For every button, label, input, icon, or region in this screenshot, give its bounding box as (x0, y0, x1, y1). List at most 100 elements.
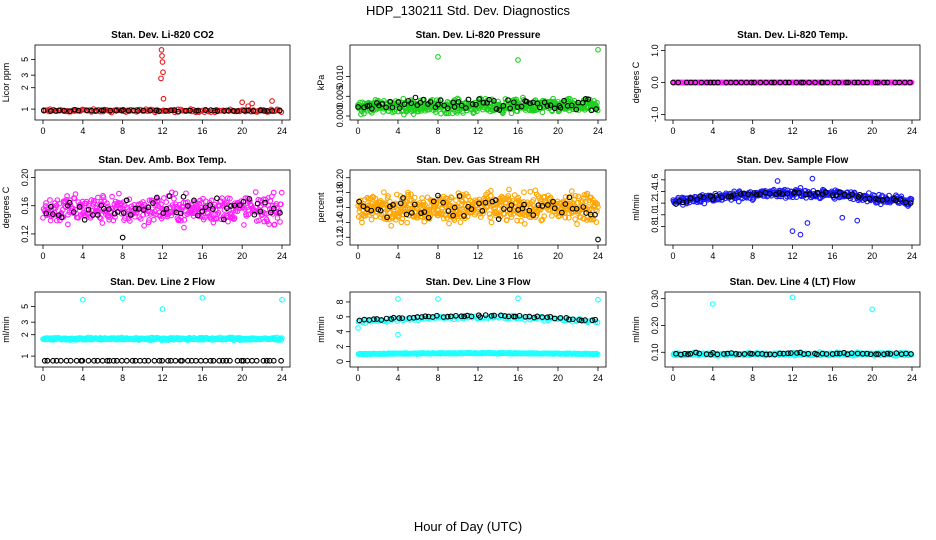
x-tick-label: 4 (710, 373, 715, 383)
data-point (372, 195, 379, 202)
x-tick-label: 8 (120, 251, 125, 261)
data-point (502, 313, 508, 319)
data-point (551, 315, 558, 322)
y-tick-label: 4 (335, 329, 345, 334)
data-point (109, 193, 115, 200)
y-tick-label: 0.12 (20, 225, 30, 243)
y-tick-label: 0.10 (650, 344, 660, 362)
data-point (714, 79, 721, 86)
data-point (257, 208, 264, 215)
y-axis-label: Licor ppm (1, 63, 11, 103)
data-point (896, 79, 903, 86)
data-point (582, 95, 589, 102)
data-point (398, 219, 405, 226)
data-point (408, 191, 414, 198)
data-point (271, 221, 278, 228)
outlier-point (515, 295, 521, 302)
data-point (399, 315, 406, 322)
data-point (814, 351, 820, 358)
data-point (749, 350, 755, 357)
y-tick-label: 6 (335, 314, 345, 319)
panel-3: Stan. Dev. Li-820 Temp. 0 4 8 12 16 20 24 -1.0 0.… (631, 30, 921, 136)
data-point (574, 221, 580, 227)
data-point (215, 210, 222, 216)
x-tick-label: 0 (40, 251, 45, 261)
data-point (583, 198, 589, 205)
data-point (228, 203, 234, 209)
data-point (420, 96, 427, 103)
data-point (397, 200, 404, 207)
data-point (806, 79, 812, 86)
data-point (737, 191, 744, 197)
data-point (501, 206, 507, 212)
data-point (422, 313, 429, 320)
x-tick-label: 24 (907, 373, 917, 383)
data-point (52, 205, 59, 211)
data-point (551, 205, 558, 212)
y-tick-label: 0.000 (335, 105, 345, 128)
outlier-point (355, 325, 361, 331)
data-point (488, 313, 495, 319)
data-point (437, 97, 444, 104)
data-point (145, 219, 152, 226)
panel-title: Stan. Dev. Amb. Box Temp. (98, 155, 226, 166)
data-point (435, 192, 441, 199)
data-point (875, 351, 881, 357)
data-point (245, 211, 252, 218)
y-tick-label: -1.0 (650, 107, 660, 123)
data-point (526, 207, 533, 214)
data-point (277, 219, 283, 225)
y-tick-label: 5 (20, 304, 30, 309)
data-point (165, 357, 171, 364)
data-point (505, 97, 511, 103)
data-point (897, 196, 904, 203)
data-point (476, 200, 482, 207)
data-point (408, 100, 415, 107)
data-point (270, 357, 277, 364)
data-point (687, 350, 694, 357)
data-point (797, 184, 804, 191)
data-point (418, 210, 424, 217)
outlier-point (158, 47, 165, 53)
data-point (873, 351, 879, 357)
data-point (763, 351, 770, 358)
data-point (58, 214, 65, 221)
data-point (453, 197, 459, 204)
data-point (675, 79, 682, 86)
data-point (479, 208, 486, 214)
data-point (796, 190, 802, 196)
data-point (390, 314, 397, 321)
plot-frame (34, 291, 291, 368)
x-tick-label: 4 (395, 251, 400, 261)
data-point (221, 108, 228, 114)
data-point (848, 350, 855, 357)
data-point (147, 107, 154, 114)
y-tick-label: 0.8 (650, 220, 660, 233)
data-point (802, 191, 809, 198)
data-point (178, 217, 184, 224)
x-tick-label: 0 (670, 126, 675, 136)
data-point (404, 219, 410, 226)
data-point (459, 201, 465, 207)
y-tick-label: 0.12 (335, 229, 345, 247)
data-point (887, 351, 894, 357)
x-tick-label: 4 (80, 373, 85, 383)
x-tick-label: 8 (435, 251, 440, 261)
data-point (368, 216, 375, 223)
data-point (508, 110, 515, 117)
outlier-point (515, 57, 521, 63)
x-tick-label: 8 (750, 373, 755, 383)
data-point (461, 213, 467, 219)
data-point (468, 313, 475, 320)
data-point (98, 107, 105, 114)
outlier-point (709, 301, 716, 307)
outlier-point (839, 214, 846, 221)
data-point (210, 219, 217, 226)
data-point (360, 203, 367, 210)
data-point (594, 201, 601, 207)
data-point (56, 200, 63, 207)
outlier-point (239, 99, 246, 106)
data-point (228, 211, 235, 218)
data-point (377, 214, 384, 220)
data-point (450, 212, 456, 219)
